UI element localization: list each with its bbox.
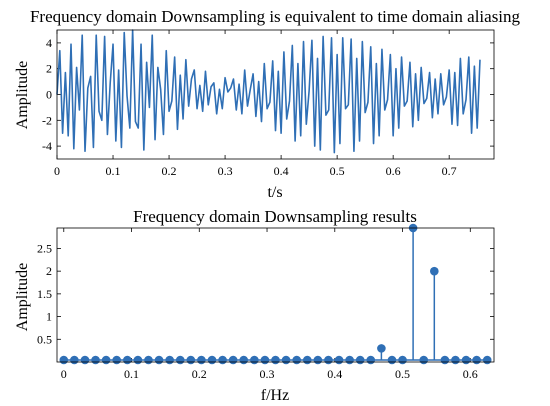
x-tick-label: 0 bbox=[61, 367, 67, 381]
stem-point bbox=[387, 355, 397, 365]
stem-point bbox=[186, 355, 196, 365]
y-tick-label: 0.5 bbox=[37, 332, 52, 346]
freq-chart-ticks: 0 0.1 0.2 0.3 0.4 0.5 0.6 0.5 1 1.5 2 2.5 bbox=[37, 228, 494, 381]
y-tick-label: -2 bbox=[42, 113, 52, 127]
freq-chart-frame bbox=[56, 227, 495, 363]
freq-chart-ylabel: Amplitude bbox=[14, 263, 31, 331]
stem-point bbox=[239, 355, 249, 365]
stem-point bbox=[482, 355, 492, 365]
stem-point bbox=[250, 355, 259, 365]
freq-stems bbox=[59, 223, 492, 365]
x-tick-label: 0.4 bbox=[327, 367, 342, 381]
x-tick-label: 0.3 bbox=[260, 367, 275, 381]
stem-point bbox=[334, 355, 344, 365]
x-tick-label: 0.3 bbox=[218, 164, 233, 178]
stem-point bbox=[123, 355, 132, 365]
stem-point bbox=[59, 355, 69, 365]
stem-point bbox=[451, 355, 460, 365]
x-tick-label: 0.4 bbox=[274, 164, 289, 178]
stem-point bbox=[91, 355, 100, 365]
stem-point bbox=[70, 355, 79, 365]
stem-point bbox=[419, 355, 429, 365]
time-series-line bbox=[56, 29, 481, 154]
x-tick-label: 0 bbox=[54, 164, 60, 178]
stem-point bbox=[355, 355, 365, 365]
stem-point bbox=[302, 355, 312, 365]
stem-point bbox=[207, 355, 217, 365]
stem-point bbox=[260, 355, 270, 365]
stem-point bbox=[366, 355, 376, 365]
stem-point bbox=[313, 355, 323, 365]
y-tick-label: 1 bbox=[46, 310, 52, 324]
freq-chart-title: Frequency domain Downsampling results bbox=[133, 207, 417, 226]
x-tick-label: 0.7 bbox=[442, 164, 457, 178]
stem-point bbox=[218, 355, 227, 365]
stem-point bbox=[440, 355, 450, 365]
y-tick-label: 2 bbox=[46, 62, 52, 76]
stem-point bbox=[461, 355, 471, 365]
stem-point bbox=[472, 355, 481, 365]
x-tick-label: 0.5 bbox=[395, 367, 410, 381]
stem-point bbox=[154, 355, 164, 365]
y-tick-label: 2 bbox=[46, 264, 52, 278]
time-chart-ticks: 0 0.1 0.2 0.3 0.4 0.5 0.6 0.7 -4 -2 0 2 4 bbox=[42, 30, 494, 178]
stem-point bbox=[197, 355, 206, 365]
y-tick-label: 2.5 bbox=[37, 241, 52, 255]
x-tick-label: 0.6 bbox=[386, 164, 401, 178]
time-domain-chart: Frequency domain Downsampling is equival… bbox=[14, 7, 521, 201]
stem-point bbox=[175, 355, 185, 365]
stem-point bbox=[228, 355, 238, 365]
stem-point bbox=[345, 355, 354, 365]
stem-point bbox=[377, 344, 386, 353]
stem-point bbox=[324, 355, 333, 365]
time-chart-title: Frequency domain Downsampling is equival… bbox=[30, 7, 521, 26]
y-tick-label: 4 bbox=[46, 36, 52, 50]
stem-point bbox=[165, 355, 174, 365]
x-tick-label: 0.2 bbox=[192, 367, 207, 381]
y-tick-label: 0 bbox=[46, 88, 52, 102]
frequency-domain-chart: Frequency domain Downsampling results f/… bbox=[14, 207, 495, 404]
stem-point bbox=[133, 355, 143, 365]
stem-point bbox=[80, 355, 90, 365]
x-tick-label: 0.5 bbox=[330, 164, 345, 178]
stem-point bbox=[292, 355, 302, 365]
time-chart-xlabel: t/s bbox=[267, 184, 282, 201]
stem-point bbox=[144, 355, 153, 365]
time-chart-ylabel: Amplitude bbox=[14, 61, 31, 129]
stem-point bbox=[430, 266, 439, 276]
y-tick-label: 1.5 bbox=[37, 287, 52, 301]
x-tick-label: 0.1 bbox=[124, 367, 139, 381]
stem-point bbox=[112, 355, 121, 365]
stem-point bbox=[271, 355, 280, 365]
x-tick-label: 0.2 bbox=[162, 164, 177, 178]
stem-point bbox=[398, 355, 407, 365]
stem-point bbox=[281, 355, 291, 365]
x-tick-label: 0.6 bbox=[463, 367, 478, 381]
x-tick-label: 0.1 bbox=[106, 164, 121, 178]
stem-point bbox=[101, 355, 111, 365]
y-tick-label: -4 bbox=[42, 139, 52, 153]
freq-chart-xlabel: f/Hz bbox=[261, 387, 289, 404]
time-chart-frame bbox=[56, 29, 495, 160]
